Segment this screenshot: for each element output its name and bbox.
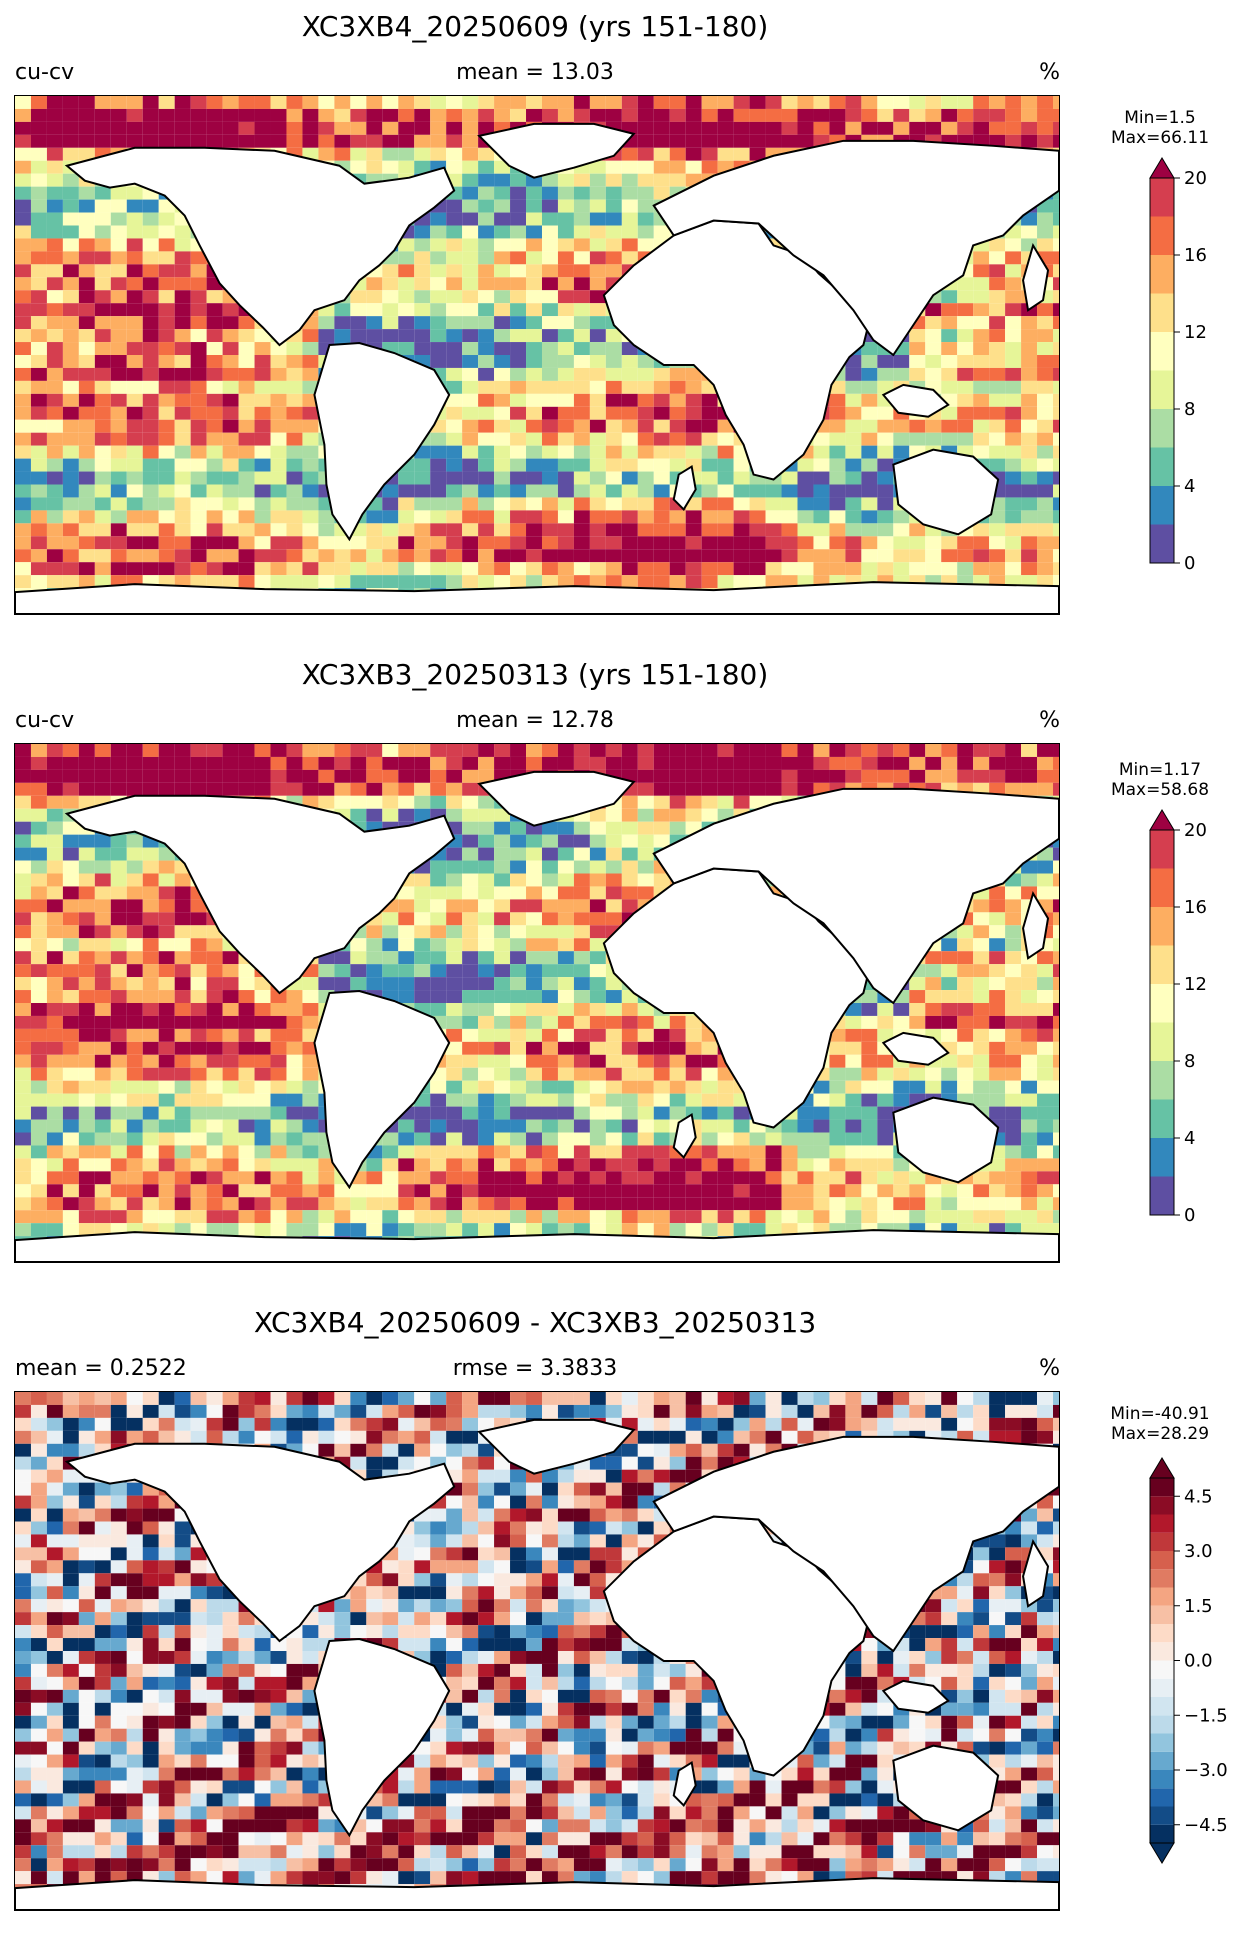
- colorbar-segment: [1150, 1138, 1174, 1177]
- panel-3: XC3XB4_20250609 - XC3XB3_20250313 mean =…: [0, 1296, 1257, 1942]
- colorbar-segment: [1150, 1661, 1174, 1679]
- colorbar-tick-label: 8: [1184, 399, 1195, 420]
- min-max-label: Min=-40.91 Max=28.29: [1090, 1404, 1230, 1444]
- map-svg: [15, 1392, 1059, 1910]
- colorbar-tick-label: 1.5: [1184, 1596, 1213, 1617]
- colorbar-tick-label: 12: [1184, 322, 1207, 343]
- units-label: %: [1039, 60, 1060, 85]
- colorbar-segment: [1150, 486, 1174, 525]
- colorbar-segment: [1150, 294, 1174, 333]
- min-max-label: Min=1.5 Max=66.11: [1090, 108, 1230, 148]
- colorbar: −4.5 −3.0 −1.5 0.0 1.5 3.0 4.5: [1140, 1458, 1225, 1863]
- max-value: Max=66.11: [1090, 128, 1230, 148]
- colorbar-segment: [1150, 1515, 1174, 1533]
- colorbar-tick-label: 4: [1184, 476, 1195, 497]
- units-label: %: [1039, 1356, 1060, 1381]
- rmse-label: rmse = 3.3833: [0, 1356, 1070, 1381]
- colorbar-tick-label: −4.5: [1184, 1815, 1228, 1836]
- colorbar-segment: [1150, 1624, 1174, 1642]
- colorbar-tick-label: −1.5: [1184, 1705, 1228, 1726]
- colorbar-segment: [1150, 1100, 1174, 1139]
- colorbar-segment: [1150, 1061, 1174, 1100]
- colorbar-segment: [1150, 1770, 1174, 1788]
- colorbar-segment: [1150, 178, 1174, 217]
- colorbar-segment: [1150, 984, 1174, 1023]
- min-max-label: Min=1.17 Max=58.68: [1090, 760, 1230, 800]
- colorbar-segment: [1150, 1679, 1174, 1697]
- colorbar-segment: [1150, 332, 1174, 371]
- colorbar-segment: [1150, 1788, 1174, 1806]
- map-svg: [15, 744, 1059, 1262]
- colorbar-tick-label: −3.0: [1184, 1760, 1228, 1781]
- colorbar-segment: [1150, 869, 1174, 908]
- colorbar-segment: [1150, 1715, 1174, 1733]
- map-frame: [14, 95, 1060, 615]
- min-value: Min=-40.91: [1090, 1404, 1230, 1424]
- colorbar-tick-label: 0.0: [1184, 1651, 1213, 1672]
- min-value: Min=1.5: [1090, 108, 1230, 128]
- colorbar-segment: [1150, 1734, 1174, 1752]
- colorbar-extend-high: [1150, 1458, 1174, 1478]
- max-value: Max=58.68: [1090, 780, 1230, 800]
- panel-2: XC3XB3_20250313 (yrs 151-180) cu-cv mean…: [0, 648, 1257, 1294]
- map-frame: [14, 1391, 1060, 1911]
- colorbar-segment: [1150, 1697, 1174, 1715]
- colorbar-segment: [1150, 830, 1174, 869]
- panel-title: XC3XB4_20250609 (yrs 151-180): [0, 10, 1070, 43]
- colorbar-segment: [1150, 1023, 1174, 1062]
- colorbar-tick-label: 20: [1184, 168, 1207, 189]
- colorbar-extend-high: [1150, 158, 1174, 178]
- colorbar-segment: [1150, 1606, 1174, 1624]
- mean-label: mean = 13.03: [0, 60, 1070, 85]
- map-frame: [14, 743, 1060, 1263]
- colorbar-segment: [1150, 448, 1174, 487]
- colorbar-segment: [1150, 946, 1174, 985]
- colorbar-tick-label: 0: [1184, 1205, 1195, 1226]
- colorbar-extend-high: [1150, 810, 1174, 830]
- colorbar-segment: [1150, 217, 1174, 256]
- colorbar-tick-label: 3.0: [1184, 1541, 1213, 1562]
- mean-label: mean = 12.78: [0, 708, 1070, 733]
- colorbar-segment: [1150, 1752, 1174, 1770]
- panel-title: XC3XB4_20250609 - XC3XB3_20250313: [0, 1306, 1070, 1339]
- colorbar-segment: [1150, 409, 1174, 448]
- colorbar-tick-label: 0: [1184, 553, 1195, 574]
- colorbar-tick-label: 20: [1184, 820, 1207, 841]
- colorbar-segment: [1150, 1825, 1174, 1843]
- colorbar-segment: [1150, 1551, 1174, 1569]
- colorbar-tick-label: 4: [1184, 1128, 1195, 1149]
- colorbar-segment: [1150, 1177, 1174, 1216]
- max-value: Max=28.29: [1090, 1424, 1230, 1444]
- colorbar-tick-label: 16: [1184, 897, 1207, 918]
- map-svg: [15, 96, 1059, 614]
- colorbar-extend-low: [1150, 1843, 1174, 1863]
- colorbar-tick-label: 16: [1184, 245, 1207, 266]
- colorbar-segment: [1150, 1496, 1174, 1514]
- colorbar-segment: [1150, 1807, 1174, 1825]
- panel-title: XC3XB3_20250313 (yrs 151-180): [0, 658, 1070, 691]
- colorbar-segment: [1150, 1588, 1174, 1606]
- colorbar-segment: [1150, 371, 1174, 410]
- colorbar-tick-label: 4.5: [1184, 1486, 1213, 1507]
- panel-1: XC3XB4_20250609 (yrs 151-180) cu-cv mean…: [0, 0, 1257, 646]
- colorbar-segment: [1150, 1642, 1174, 1660]
- units-label: %: [1039, 708, 1060, 733]
- colorbar-segment: [1150, 525, 1174, 564]
- colorbar-segment: [1150, 907, 1174, 946]
- colorbar-segment: [1150, 1569, 1174, 1587]
- colorbar-tick-label: 8: [1184, 1051, 1195, 1072]
- colorbar-tick-label: 12: [1184, 974, 1207, 995]
- colorbar-segment: [1150, 1478, 1174, 1496]
- colorbar-segment: [1150, 255, 1174, 294]
- colorbar-segment: [1150, 1533, 1174, 1551]
- min-value: Min=1.17: [1090, 760, 1230, 780]
